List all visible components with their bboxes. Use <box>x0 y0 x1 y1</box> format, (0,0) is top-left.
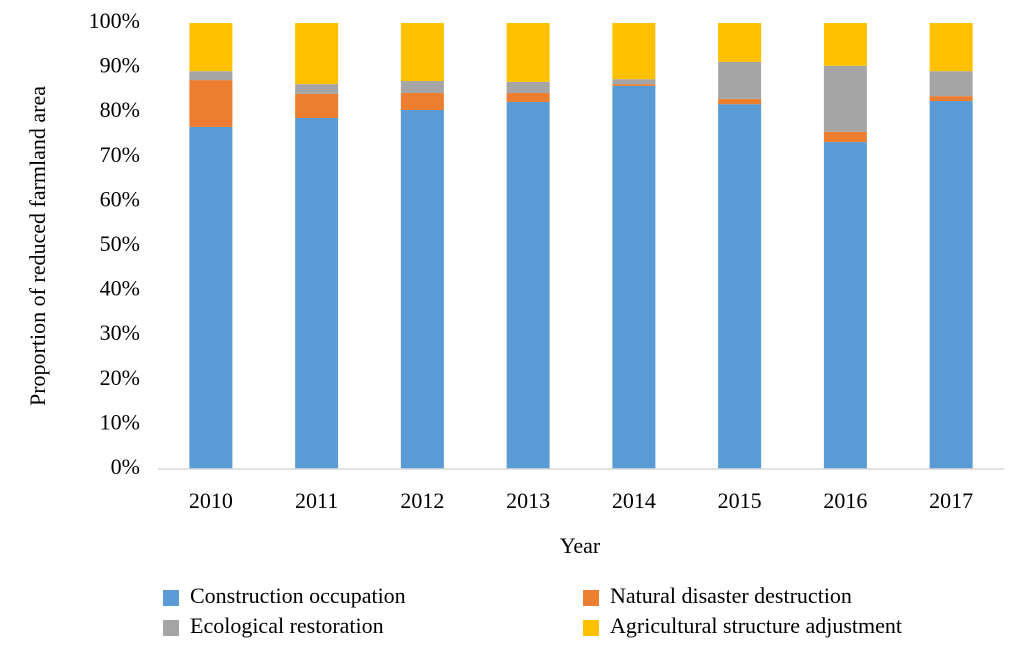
legend-label: Natural disaster destruction <box>610 583 852 608</box>
bar-segment <box>823 131 867 143</box>
y-tick-label: 30% <box>100 320 140 345</box>
bar-segment <box>506 81 550 94</box>
x-tick-label: 2015 <box>718 488 762 513</box>
bar-segment <box>823 142 867 469</box>
y-tick-label: 50% <box>100 231 140 256</box>
bar-segment <box>823 23 867 66</box>
bar-segment <box>400 109 444 469</box>
bar-segment <box>506 93 550 102</box>
legend-swatch <box>583 590 599 606</box>
x-tick-label: 2010 <box>189 488 233 513</box>
y-tick-label: 90% <box>100 53 140 78</box>
legend-label: Ecological restoration <box>190 613 384 638</box>
bar-segment <box>189 71 233 81</box>
bar-segment <box>823 65 867 132</box>
bar-segment <box>718 104 762 469</box>
bar-segment <box>295 84 339 94</box>
y-tick-label: 100% <box>89 8 140 33</box>
bar-segment <box>189 23 233 72</box>
x-tick-label: 2011 <box>295 488 338 513</box>
bar-segment <box>189 126 233 469</box>
bar-segment <box>612 85 656 470</box>
y-tick-label: 40% <box>100 276 140 301</box>
x-tick-label: 2016 <box>823 488 867 513</box>
bar-segment <box>718 98 762 105</box>
y-tick-label: 20% <box>100 365 140 390</box>
x-tick-label: 2013 <box>506 488 550 513</box>
bar-segment <box>612 23 656 80</box>
bar-segment <box>295 117 339 470</box>
bar-segment <box>295 23 339 85</box>
y-tick-label: 0% <box>111 454 140 479</box>
bar-segment <box>718 23 762 62</box>
x-axis-title: Year <box>560 533 601 558</box>
bar-segment <box>929 101 973 470</box>
bar-segment <box>612 79 656 85</box>
legend-swatch <box>583 620 599 636</box>
legend-swatch <box>163 620 179 636</box>
bar-segment <box>400 80 444 94</box>
bar-segment <box>400 93 444 110</box>
bar-segment <box>929 23 973 72</box>
x-tick-label: 2012 <box>400 488 444 513</box>
y-tick-label: 10% <box>100 409 140 434</box>
bar-segment <box>612 84 656 86</box>
x-tick-label: 2014 <box>612 488 656 513</box>
bar-segment <box>929 71 973 97</box>
bar-segment <box>929 96 973 102</box>
bar-segment <box>295 93 339 118</box>
y-tick-label: 70% <box>100 142 140 167</box>
bar-segment <box>506 101 550 469</box>
bar-segment <box>506 23 550 82</box>
bar-segment <box>718 61 762 99</box>
legend-label: Agricultural structure adjustment <box>610 613 902 638</box>
x-tick-label: 2017 <box>929 488 973 513</box>
y-tick-label: 80% <box>100 97 140 122</box>
bar-segment <box>400 23 444 81</box>
y-axis-title: Proportion of reduced farmland area <box>25 86 50 406</box>
legend-label: Construction occupation <box>190 583 406 608</box>
bar-segment <box>189 80 233 127</box>
legend-swatch <box>163 590 179 606</box>
y-tick-label: 60% <box>100 186 140 211</box>
